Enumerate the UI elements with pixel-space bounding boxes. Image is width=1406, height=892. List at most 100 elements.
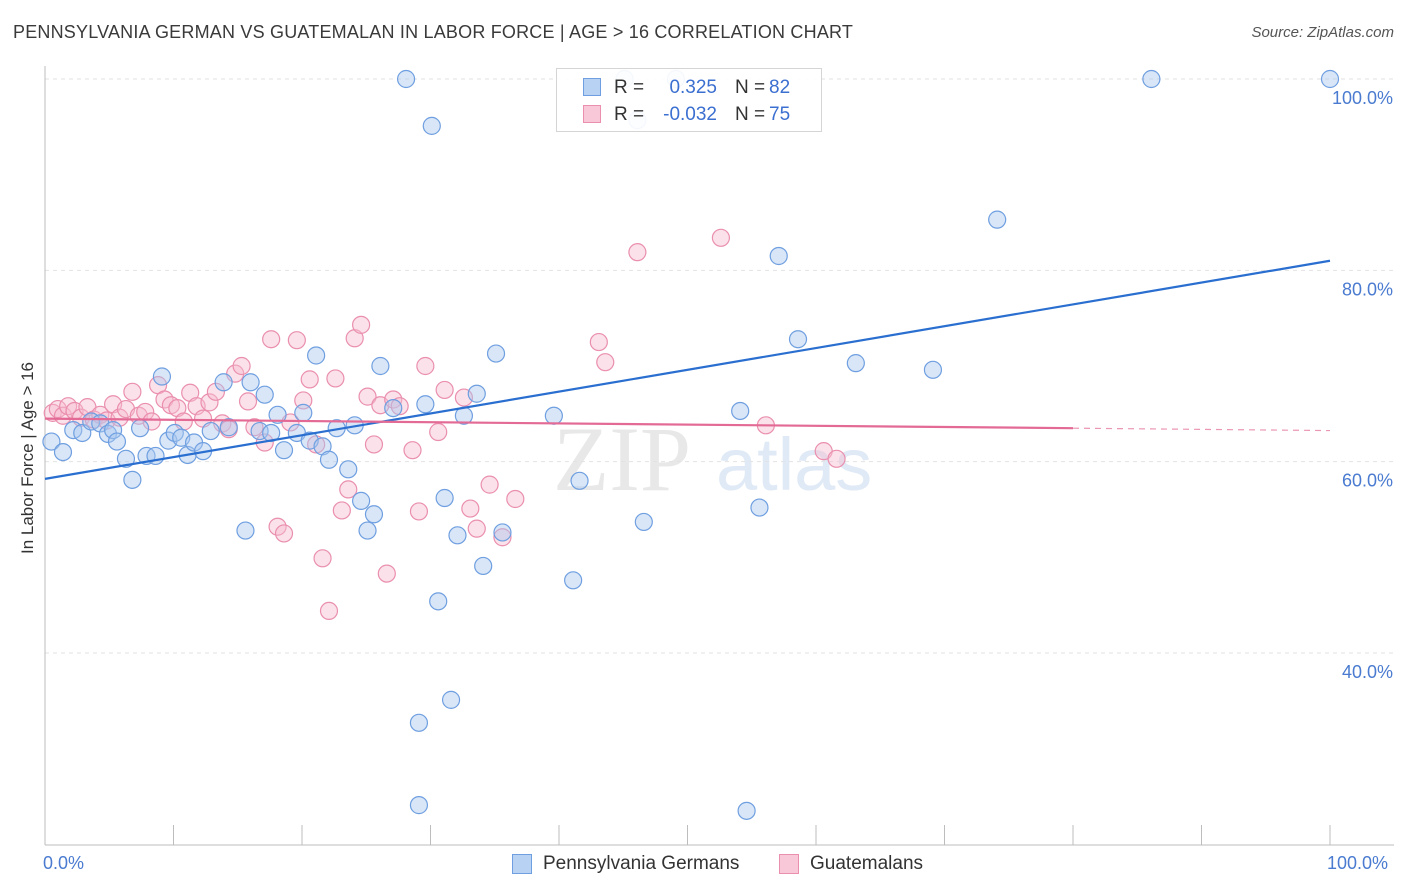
guatemalan-point — [467, 519, 486, 538]
chart-title: PENNSYLVANIA GERMAN VS GUATEMALAN IN LAB… — [13, 22, 854, 42]
guatemalan-point — [827, 449, 846, 468]
guatemalan-point — [506, 489, 525, 509]
pennsylvania-german-point — [570, 471, 589, 490]
pennsylvania-german-point — [923, 360, 943, 379]
guatemalan-point — [435, 380, 454, 400]
pennsylvania-german-point — [201, 421, 220, 441]
pennsylvania-german-point — [769, 246, 788, 266]
pennsylvania-german-point — [352, 491, 371, 510]
guatemalan-point — [123, 382, 142, 401]
guatemalan-point — [200, 393, 219, 412]
pennsylvania-german-point — [274, 441, 294, 460]
r-value: -0.032 — [663, 104, 717, 125]
guatemalan-point — [364, 435, 384, 454]
pennsylvania-german-point — [53, 443, 73, 462]
guatemalan-point — [294, 391, 313, 410]
pennsylvania-german-point — [152, 367, 172, 386]
pennsylvania-german-point — [441, 690, 461, 709]
guatemalan-point — [358, 387, 377, 406]
guatemalan-point — [409, 502, 429, 521]
pennsylvania-german-point — [788, 330, 808, 349]
pennsylvania-german-point — [371, 356, 390, 376]
guatemalan-point — [628, 243, 647, 262]
guatemalan-trendline — [44, 417, 1074, 430]
y-tick-label: 100.0% — [1332, 88, 1393, 108]
y-tick-label: 60.0% — [1342, 471, 1393, 491]
guatemalan-point — [268, 517, 287, 536]
pennsylvania-german-point — [116, 449, 136, 468]
pennsylvania-german-point — [474, 556, 493, 576]
guatemalan-point — [238, 392, 258, 411]
pennsylvania-german-point — [364, 505, 384, 524]
pennsylvania-german-point — [467, 384, 486, 403]
legend-label: Pennsylvania Germans — [543, 853, 740, 874]
guatemalan-point — [377, 564, 396, 583]
guatemalan-trendline-extension — [1072, 427, 1331, 432]
pennsylvania-german-point — [107, 432, 127, 451]
pennsylvania-german-point — [435, 488, 454, 508]
pennsylvania-german-point — [1320, 69, 1340, 89]
guatemalan-point — [403, 441, 422, 460]
guatemalan-point — [232, 356, 251, 376]
pennsylvania-german-point — [988, 210, 1007, 229]
pink-swatch — [583, 105, 601, 123]
stats-legend-box: R = 0.325 N = 82 R = -0.032 N = 75 — [556, 68, 822, 132]
stats-row-guatemalan: R = -0.032 N = 75 — [557, 102, 821, 128]
pennsylvania-german-point — [448, 526, 467, 545]
legend-swatch-blue — [512, 854, 532, 874]
pennsylvania-german-point — [409, 796, 429, 815]
pennsylvania-german-point — [486, 344, 506, 363]
pennsylvania-german-point — [429, 592, 448, 611]
stats-row-pennsylvania: R = 0.325 N = 82 — [557, 75, 821, 101]
pennsylvania-german-point — [123, 470, 142, 489]
guatemalan-point — [319, 601, 339, 621]
pennsylvania-german-point — [219, 418, 238, 437]
guatemalan-point — [53, 406, 73, 425]
guatemalan-point — [493, 528, 512, 547]
guatemalan-point — [429, 422, 448, 442]
pennsylvania-german-point — [750, 498, 769, 517]
guatemalan-point — [589, 332, 608, 352]
guatemalan-point — [352, 315, 371, 334]
guatemalan-point — [480, 475, 499, 494]
pennsylvania-german-point — [339, 460, 358, 479]
guatemalan-point — [416, 356, 435, 376]
guatemalan-point — [287, 331, 306, 350]
guatemalan-point — [262, 330, 281, 349]
pennsylvania-german-point — [416, 395, 435, 414]
pennsylvania-german-point — [634, 512, 653, 532]
r-value: 0.325 — [669, 77, 717, 98]
legend-label: Guatemalans — [810, 853, 924, 874]
r-label: R = — [614, 77, 645, 98]
pennsylvania-german-point — [214, 373, 233, 392]
pennsylvania-german-point — [1142, 69, 1161, 89]
pennsylvania-german-point — [241, 373, 260, 392]
pennsylvania-german-trendline — [44, 259, 1331, 480]
pennsylvania-german-point — [104, 420, 123, 440]
guatemalan-point — [300, 370, 319, 389]
n-value: 75 — [769, 104, 791, 125]
guatemalan-point — [313, 549, 332, 568]
guatemalan-point — [390, 397, 409, 416]
pennsylvania-german-point — [42, 432, 61, 451]
pennsylvania-german-point — [255, 385, 274, 404]
x-tick-label-max: 100.0% — [1327, 853, 1389, 873]
watermark-atlas: atlas — [716, 423, 872, 506]
pennsylvania-german-point — [422, 116, 441, 135]
y-tick-label: 80.0% — [1342, 279, 1393, 299]
source-credit: Source: ZipAtlas.com — [1251, 24, 1394, 41]
n-label: N = — [735, 77, 766, 98]
guatemalan-point — [711, 228, 731, 247]
guatemalan-point — [332, 501, 351, 520]
pennsylvania-german-point — [564, 571, 583, 590]
pennsylvania-german-point — [294, 403, 313, 422]
pennsylvania-german-point — [409, 713, 429, 732]
y-tick-label: 40.0% — [1342, 662, 1393, 682]
pennsylvania-german-point — [737, 801, 756, 820]
guatemalan-point — [339, 480, 358, 499]
pennsylvania-german-point — [130, 419, 150, 438]
blue-swatch — [583, 78, 601, 96]
n-value: 82 — [769, 77, 791, 98]
legend-swatch-pink — [779, 854, 799, 874]
